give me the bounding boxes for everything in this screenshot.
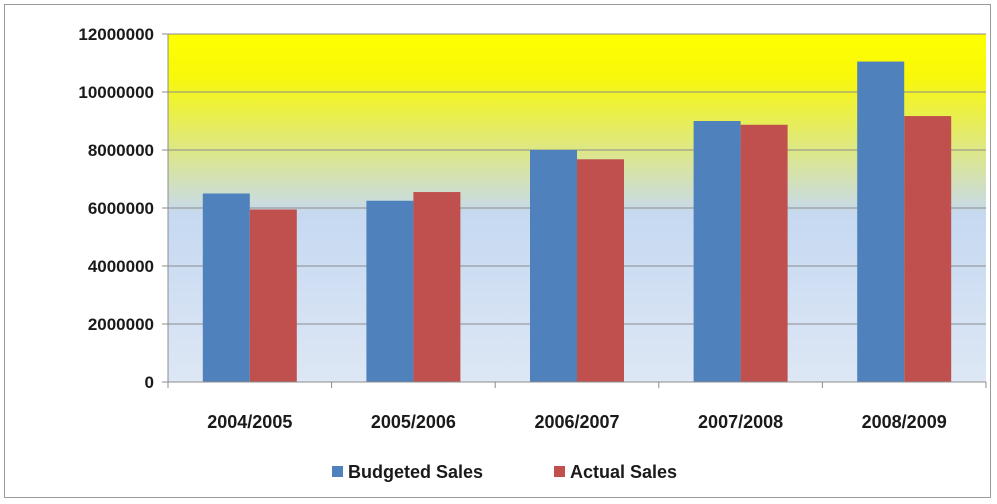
- legend: Budgeted Sales Actual Sales: [332, 462, 677, 482]
- bar-budgeted-sales: [857, 61, 905, 383]
- y-tick-label: 12000000: [78, 25, 154, 44]
- x-axis-labels: 2004/2005 2005/2006 2006/2007 2007/2008 2008…: [207, 412, 946, 432]
- y-tick-label: 6000000: [88, 199, 154, 218]
- x-tick-label: 2008/2009: [862, 412, 947, 432]
- y-tick-label: 2000000: [88, 315, 154, 334]
- x-tick-label: 2004/2005: [207, 412, 292, 432]
- bar-budgeted-sales: [693, 121, 741, 382]
- bar-actual-sales: [740, 124, 788, 383]
- bar-actual-sales: [249, 209, 297, 382]
- y-tick-label: 8000000: [88, 141, 154, 160]
- legend-swatch: [332, 466, 343, 477]
- legend-label: Budgeted Sales: [348, 462, 483, 482]
- x-tick-label: 2007/2008: [698, 412, 783, 432]
- legend-swatch: [554, 466, 565, 477]
- x-tick-label: 2005/2006: [371, 412, 456, 432]
- bar-actual-sales: [577, 159, 624, 382]
- bar-budgeted-sales: [530, 150, 577, 382]
- y-tick-label: 4000000: [88, 257, 154, 276]
- y-tick-label: 10000000: [78, 83, 154, 102]
- y-axis-ticks: 0 2000000 4000000 6000000 8000000 10000000 120…: [78, 25, 168, 392]
- bar-actual-sales: [413, 192, 461, 382]
- legend-label: Actual Sales: [570, 462, 677, 482]
- x-tick-label: 2006/2007: [534, 412, 619, 432]
- bar-budgeted-sales: [202, 193, 250, 382]
- bars: [202, 61, 952, 383]
- bar-actual-sales: [904, 116, 952, 382]
- bar-budgeted-sales: [366, 200, 414, 382]
- y-tick-label: 0: [145, 373, 154, 392]
